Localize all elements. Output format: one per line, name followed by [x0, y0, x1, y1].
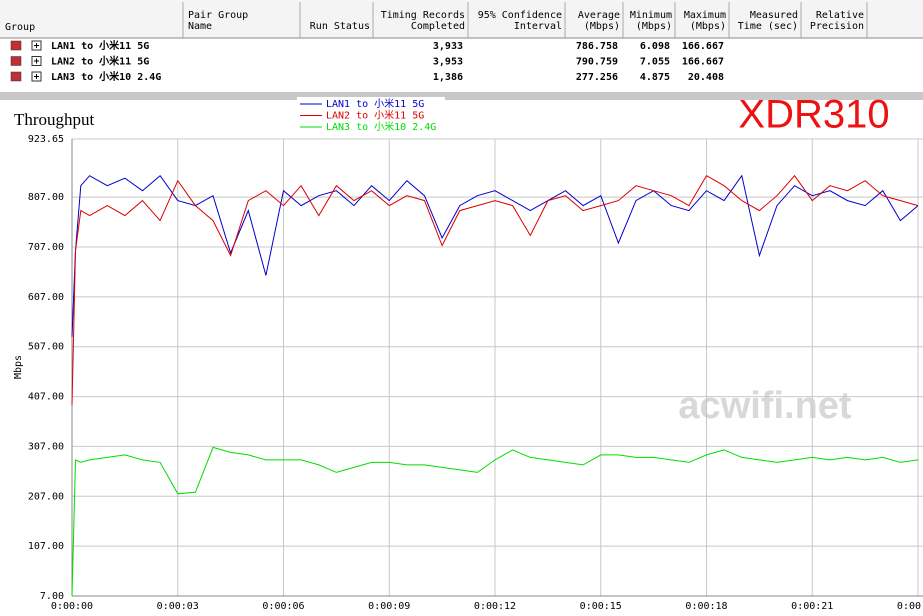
- x-tick-label: 0:00:21: [791, 601, 833, 612]
- cell: 790.759: [576, 57, 618, 68]
- x-tick-label: 0:00:06: [262, 601, 304, 612]
- cell: 786.758: [576, 41, 618, 52]
- y-tick-label: 607.00: [28, 292, 64, 303]
- column-header: Time (sec): [738, 21, 798, 32]
- y-axis-label: Mbps: [13, 355, 24, 379]
- y-tick-label: 207.00: [28, 491, 64, 502]
- column-header: Interval: [514, 21, 562, 32]
- x-tick-label: 0:00:03: [157, 601, 199, 612]
- legend-label: LAN2 to 小米11 5G: [326, 109, 424, 122]
- device-label: XDR310: [738, 93, 889, 137]
- column-header: Relative: [816, 10, 864, 21]
- group-name: LAN3 to 小米10 2.4G: [51, 70, 161, 83]
- column-header: Average: [578, 10, 620, 21]
- row-icon: [10, 40, 22, 51]
- series-line: [71, 174, 919, 337]
- series-line: [71, 174, 919, 406]
- x-tick-label: 0:00:15: [580, 601, 622, 612]
- series-line: [71, 446, 919, 597]
- cell: 1,386: [433, 72, 463, 83]
- column-header: Group: [5, 22, 35, 33]
- column-header: Pair Group: [188, 10, 248, 21]
- legend-label: LAN3 to 小米10 2.4G: [326, 120, 436, 133]
- y-tick-label: 707.00: [28, 242, 64, 253]
- column-header: 95% Confidence: [478, 10, 562, 21]
- x-tick-label: 0:00:12: [474, 601, 516, 612]
- column-header: Precision: [810, 21, 864, 32]
- column-header: Name: [188, 21, 212, 32]
- x-tick-label: 0:00:09: [368, 601, 410, 612]
- y-tick-label: 107.00: [28, 541, 64, 552]
- expand-plus: [34, 74, 39, 79]
- column-header: (Mbps): [636, 21, 672, 32]
- cell: 20.408: [688, 72, 724, 83]
- column-header: Completed: [411, 21, 465, 32]
- x-tick-label: 0:00:24: [897, 601, 923, 612]
- cell: 3,953: [433, 57, 463, 68]
- cell: 6.098: [640, 41, 670, 52]
- cell: 4.875: [640, 72, 670, 83]
- splitter: [0, 92, 923, 100]
- column-header: Timing Records: [381, 10, 465, 21]
- y-tick-label: 507.00: [28, 342, 64, 353]
- chart-title: Throughput: [14, 110, 95, 129]
- column-header: (Mbps): [584, 21, 620, 32]
- expand-plus: [34, 43, 39, 48]
- y-tick-label: 7.00: [40, 591, 64, 602]
- expand-plus: [34, 58, 39, 64]
- cell: 166.667: [682, 41, 724, 52]
- group-name: LAN1 to 小米11 5G: [51, 39, 149, 52]
- cell: 3,933: [433, 41, 463, 52]
- y-tick-label: 923.65: [28, 134, 64, 145]
- column-header: Measured: [750, 10, 798, 21]
- y-tick-label: 407.00: [28, 392, 64, 403]
- cell: 166.667: [682, 57, 724, 68]
- table-header-bg: [0, 0, 923, 38]
- cell: 7.055: [640, 57, 670, 68]
- x-tick-label: 0:00:18: [685, 601, 727, 612]
- column-header: (Mbps): [690, 21, 726, 32]
- column-header: Run Status: [310, 21, 370, 32]
- column-header: Minimum: [630, 10, 672, 21]
- row-icon: [10, 56, 22, 66]
- column-header: Maximum: [684, 10, 726, 21]
- cell: 277.256: [576, 72, 618, 83]
- watermark: acwifi.net: [678, 385, 851, 427]
- legend-label: LAN1 to 小米11 5G: [326, 97, 424, 110]
- y-tick-label: 807.00: [28, 192, 64, 203]
- y-tick-label: 307.00: [28, 441, 64, 452]
- group-name: LAN2 to 小米11 5G: [51, 55, 149, 68]
- x-tick-label: 0:00:00: [51, 601, 93, 612]
- row-icon: [10, 71, 22, 82]
